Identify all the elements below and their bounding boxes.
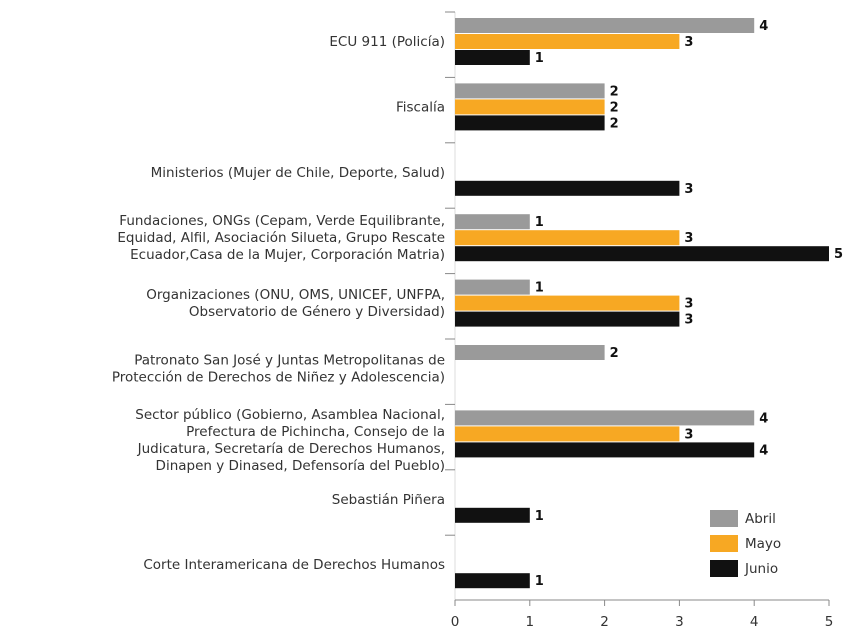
bar <box>455 246 829 262</box>
legend-swatch <box>710 560 738 577</box>
bar <box>455 507 530 523</box>
legend-swatch <box>710 535 738 552</box>
bar <box>455 442 755 458</box>
bar <box>455 180 680 196</box>
bar <box>455 214 530 230</box>
bar <box>455 230 680 246</box>
value-label: 4 <box>759 443 768 458</box>
bar <box>455 34 680 49</box>
x-tick-label: 5 <box>825 614 834 630</box>
bar <box>455 295 680 311</box>
bar <box>455 426 680 442</box>
bar <box>455 50 530 65</box>
x-tick-label: 3 <box>675 614 684 630</box>
category-label: ECU 911 (Policía) <box>329 34 445 50</box>
bar <box>455 345 605 360</box>
bar <box>455 18 755 33</box>
value-label: 5 <box>834 247 843 262</box>
value-label: 2 <box>610 346 619 361</box>
category-label: Fiscalía <box>396 99 445 115</box>
bar <box>455 99 605 115</box>
value-label: 1 <box>535 574 544 589</box>
x-tick-label: 0 <box>451 614 460 630</box>
bar <box>455 83 605 99</box>
value-label: 3 <box>684 313 693 328</box>
category-label: Patronato San José y Juntas Metropolitan… <box>112 353 445 386</box>
x-tick-label: 2 <box>600 614 609 630</box>
legend-swatch <box>710 510 738 527</box>
category-label: Organizaciones (ONU, OMS, UNICEF, UNFPA,… <box>146 287 445 320</box>
bar <box>455 410 755 426</box>
category-label: Fundaciones, ONGs (Cepam, Verde Equilibr… <box>117 213 445 263</box>
value-label: 3 <box>684 35 693 50</box>
value-label: 2 <box>610 100 619 115</box>
category-label: Ministerios (Mujer de Chile, Deporte, Sa… <box>151 165 445 181</box>
legend-label: Junio <box>744 561 778 577</box>
value-label: 1 <box>535 215 544 230</box>
x-tick-label: 1 <box>526 614 535 630</box>
value-label: 3 <box>684 297 693 312</box>
category-label: Sebastián Piñera <box>332 492 445 508</box>
legend-label: Mayo <box>745 536 781 552</box>
value-label: 3 <box>684 231 693 246</box>
bar <box>455 279 530 295</box>
legend-label: Abril <box>745 511 776 527</box>
category-label: Sector público (Gobierno, Asamblea Nacio… <box>135 407 445 474</box>
value-label: 4 <box>759 411 768 426</box>
value-label: 3 <box>684 182 693 197</box>
value-label: 2 <box>610 84 619 99</box>
category-label: Corte Interamericana de Derechos Humanos <box>143 557 445 573</box>
value-label: 3 <box>684 427 693 442</box>
x-tick-label: 4 <box>750 614 759 630</box>
value-label: 1 <box>535 509 544 524</box>
value-label: 4 <box>759 19 768 34</box>
bar <box>455 573 530 589</box>
bar <box>455 311 680 327</box>
value-label: 1 <box>535 281 544 296</box>
value-label: 2 <box>610 116 619 131</box>
bar <box>455 115 605 131</box>
value-label: 1 <box>535 51 544 66</box>
